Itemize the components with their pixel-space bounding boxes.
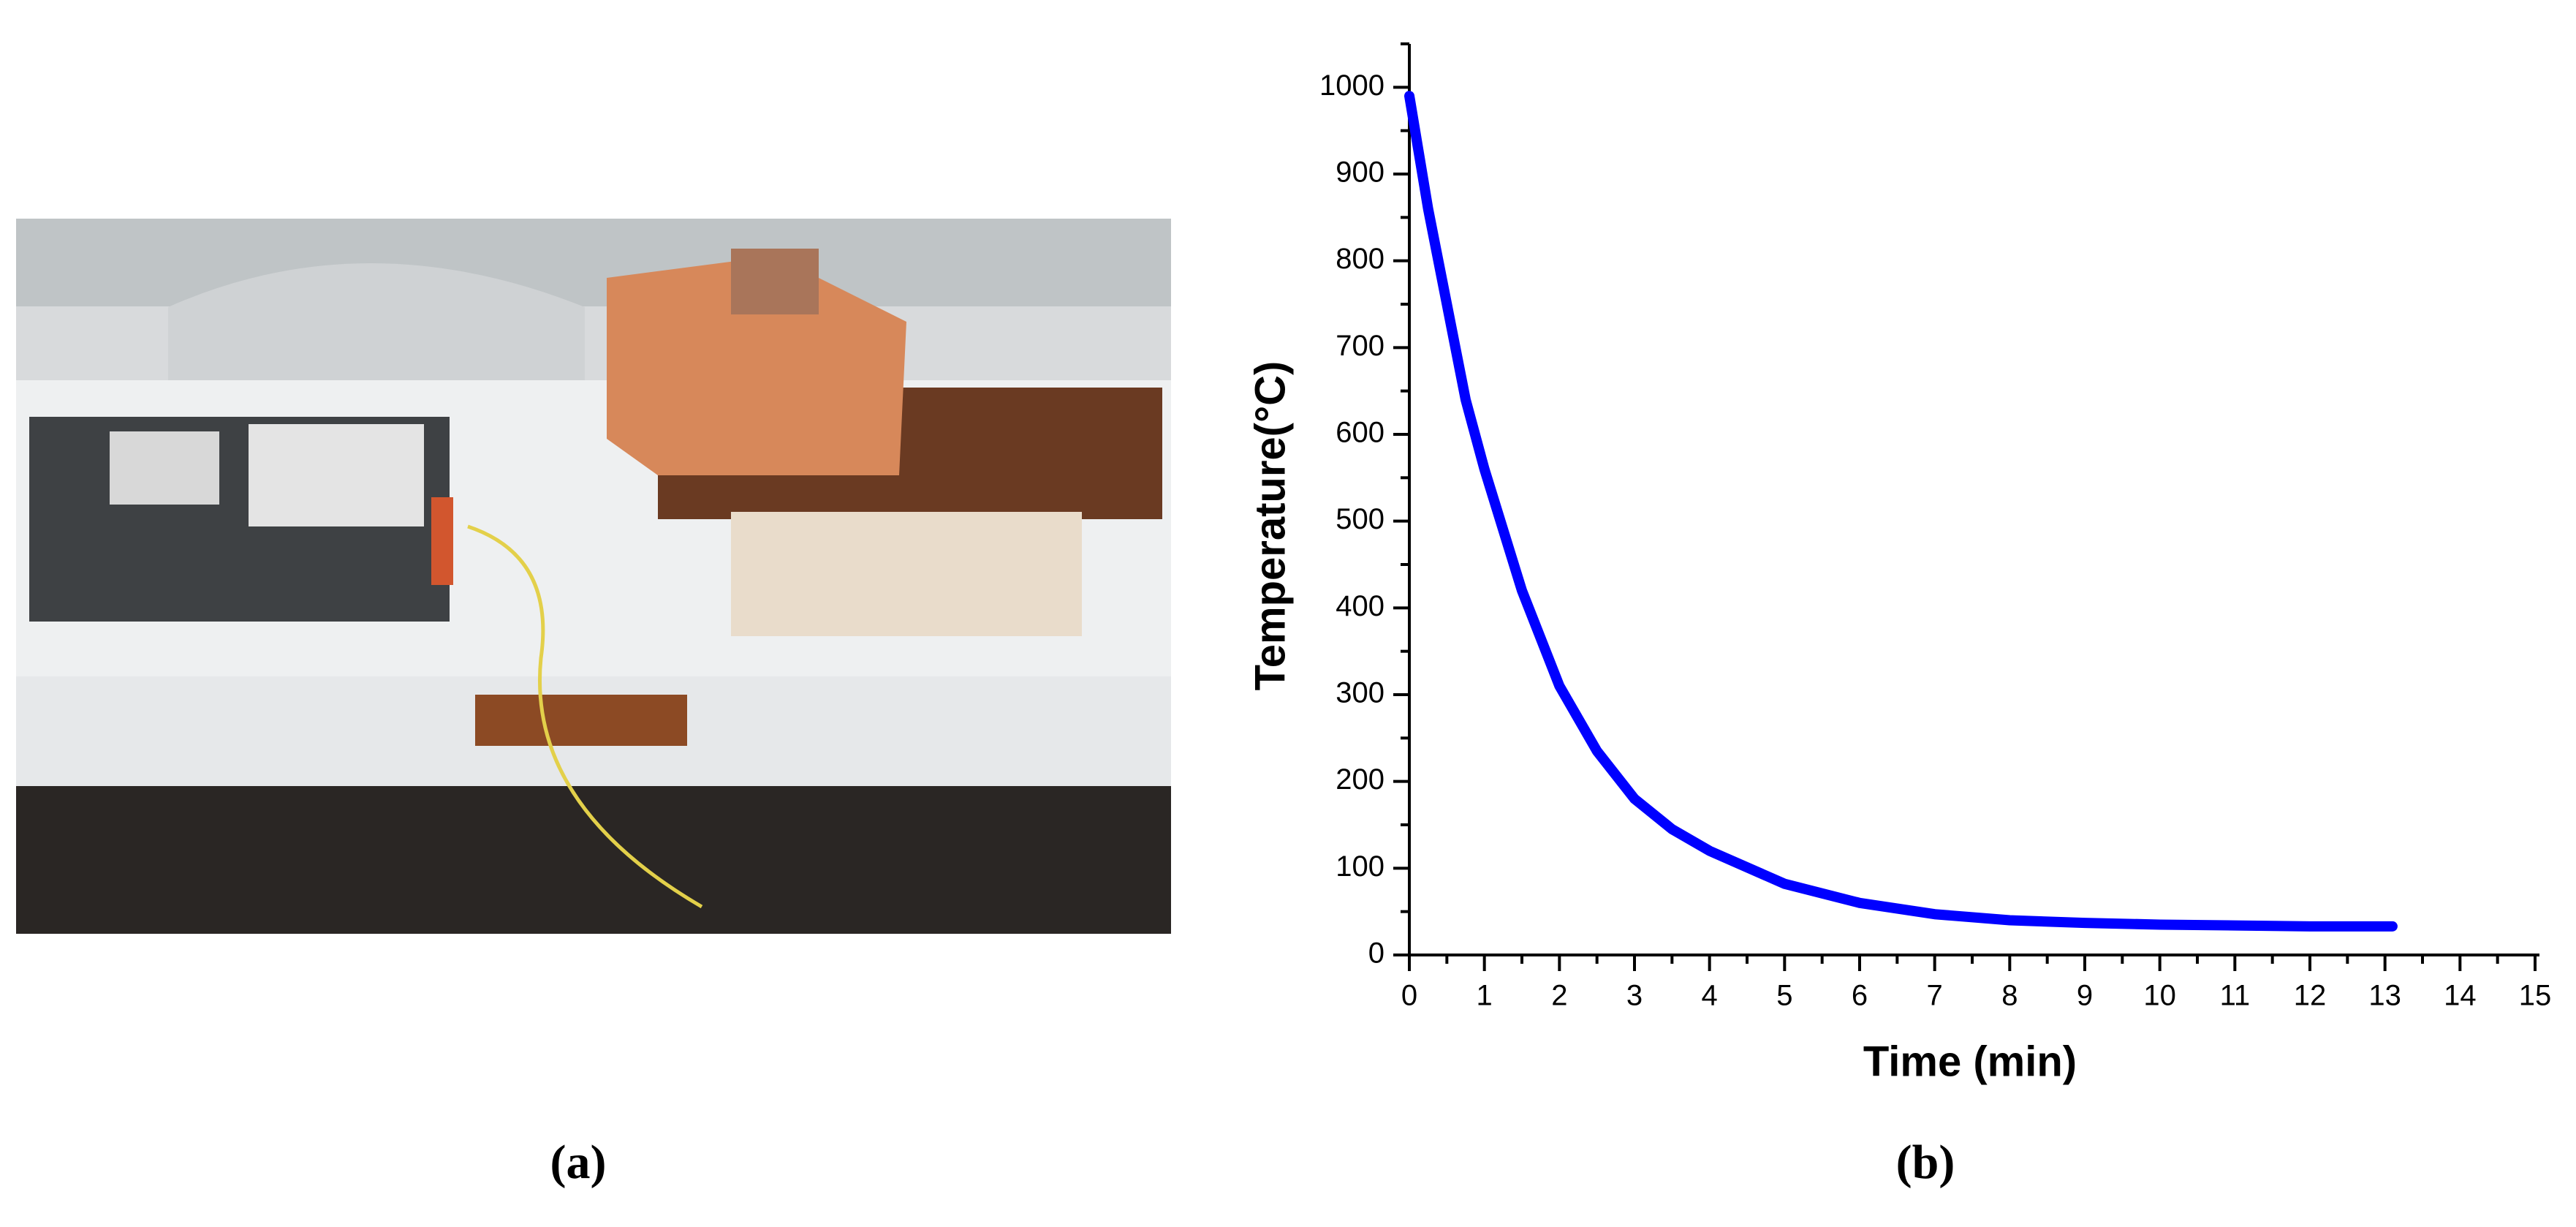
x-tick-label: 12 [2294,980,2327,1012]
x-tick-label: 11 [2220,980,2251,1012]
y-tick-label: 1000 [1319,69,1384,102]
y-tick-label: 0 [1368,937,1384,970]
data-line [1404,91,2398,932]
y-tick-label: 800 [1336,243,1384,275]
y-tick-label: 600 [1336,417,1384,449]
x-tick-label: 9 [2077,980,2093,1012]
panel-label: (b) [1896,1136,1955,1189]
x-axis-title: Time (min) [1863,1038,2077,1085]
panel-label: (a) [550,1136,607,1189]
x-tick-label: 6 [1852,980,1868,1012]
x-tick-label: 3 [1626,980,1643,1012]
x-tick-label: 4 [1702,980,1718,1012]
x-tick-label: 13 [2368,980,2401,1012]
x-tick-label: 14 [2444,980,2477,1012]
x-tick-label: 0 [1401,980,1417,1012]
x-tick-label: 1 [1477,980,1493,1012]
x-tick-label: 2 [1551,980,1567,1012]
x-tick-label: 5 [1776,980,1792,1012]
y-tick-label: 200 [1336,763,1384,796]
y-tick-label: 400 [1336,590,1384,622]
x-tick-label: 10 [2143,980,2176,1012]
y-tick-label: 500 [1336,503,1384,535]
x-tick-label: 7 [1927,980,1943,1012]
x-tick-label: 8 [2001,980,2018,1012]
y-tick-label: 100 [1336,850,1384,883]
photo [16,219,1171,934]
y-tick-label: 300 [1336,677,1384,709]
y-axis-title: Temperature(°C) [1246,361,1294,691]
y-tick-label: 900 [1336,156,1384,189]
x-tick-label: 15 [2519,980,2552,1012]
y-tick-label: 700 [1336,330,1384,362]
